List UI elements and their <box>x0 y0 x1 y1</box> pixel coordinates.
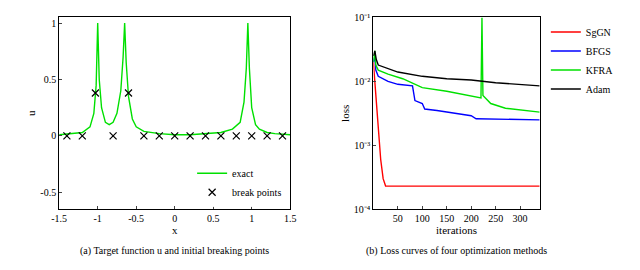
svg-text:-0.5: -0.5 <box>40 187 56 198</box>
svg-text:150: 150 <box>439 213 454 224</box>
svg-text:50: 50 <box>393 213 403 224</box>
svg-text:Adam: Adam <box>586 84 611 95</box>
svg-text:u: u <box>25 110 37 116</box>
svg-text:iterations: iterations <box>436 224 477 236</box>
svg-text:-0.5: -0.5 <box>128 213 144 224</box>
svg-text:1: 1 <box>249 213 254 224</box>
svg-text:break points: break points <box>232 187 281 198</box>
svg-text:-1.5: -1.5 <box>51 213 67 224</box>
svg-text:10⁻¹: 10⁻¹ <box>354 12 370 23</box>
svg-text:SgGN: SgGN <box>586 27 611 38</box>
svg-text:0: 0 <box>51 130 56 141</box>
svg-text:250: 250 <box>488 213 503 224</box>
svg-text:10⁻⁴: 10⁻⁴ <box>354 204 371 215</box>
svg-text:1.5: 1.5 <box>284 213 297 224</box>
svg-text:BFGS: BFGS <box>586 46 611 57</box>
svg-text:(b) Loss curves of four optimi: (b) Loss curves of four optimization met… <box>366 245 547 257</box>
svg-text:10⁻²: 10⁻² <box>354 76 370 87</box>
svg-text:0.5: 0.5 <box>44 74 57 85</box>
svg-text:x: x <box>172 224 178 236</box>
svg-text:exact: exact <box>232 168 253 179</box>
svg-text:(a) Target function u and init: (a) Target function u and initial breaki… <box>80 245 269 257</box>
svg-text:10⁻³: 10⁻³ <box>354 140 370 151</box>
svg-text:KFRA: KFRA <box>586 65 613 76</box>
svg-text:300: 300 <box>513 213 528 224</box>
svg-text:200: 200 <box>464 213 479 224</box>
svg-text:loss: loss <box>339 105 351 122</box>
svg-text:0.5: 0.5 <box>207 213 220 224</box>
svg-text:100: 100 <box>415 213 430 224</box>
svg-text:-1: -1 <box>94 213 102 224</box>
svg-text:1: 1 <box>51 18 56 29</box>
svg-text:0: 0 <box>172 213 177 224</box>
